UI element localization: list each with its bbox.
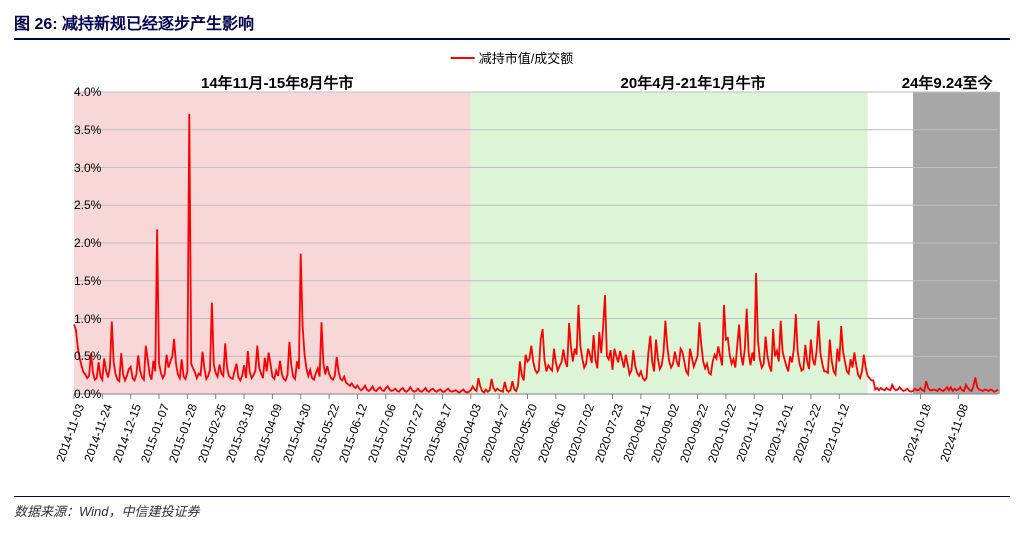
- x-tick-label: 2024-10-18: [900, 402, 934, 464]
- figure-number: 图 26:: [14, 16, 58, 33]
- region-label: 14年11月-15年8月牛市: [201, 72, 354, 93]
- source-line: 数据来源：Wind，中信建投证券: [14, 501, 1010, 520]
- x-tick-label: 2020-09-02: [648, 402, 682, 464]
- chart-container: 减持市值/成交额 0.0%0.5%1.0%1.5%2.0%2.5%3.0%3.5…: [14, 44, 1010, 484]
- y-tick-label: 4.0%: [74, 85, 78, 99]
- y-tick-label: 2.0%: [74, 236, 78, 250]
- y-tick-label: 0.5%: [74, 349, 78, 363]
- y-tick-label: 1.0%: [74, 312, 78, 326]
- y-tick-label: 2.5%: [74, 198, 78, 212]
- source-text: Wind，中信建投证券: [79, 504, 200, 519]
- region-label: 24年9.24至今: [902, 72, 993, 93]
- source-divider: [14, 496, 1010, 497]
- legend-swatch: [451, 57, 475, 59]
- figure-title: 图 26: 减持新规已经逐步产生影响: [14, 10, 1010, 38]
- title-divider: [14, 38, 1010, 40]
- x-tick-label: 2021-01-12: [818, 402, 852, 464]
- x-tick-label: 2020-07-02: [563, 402, 597, 464]
- x-tick-label: 2014-11-24: [82, 402, 116, 464]
- legend: 减持市值/成交额: [451, 48, 574, 67]
- x-tick-label: 2020-11-10: [734, 402, 768, 464]
- y-tick-label: 1.5%: [74, 274, 78, 288]
- source-label: 数据来源：: [14, 504, 79, 519]
- figure-title-text: 减持新规已经逐步产生影响: [62, 16, 254, 33]
- y-tick-label: 3.5%: [74, 123, 78, 137]
- chart-plot: [74, 92, 998, 400]
- y-tick-label: 3.0%: [74, 161, 78, 175]
- region-label: 20年4月-21年1月牛市: [621, 72, 766, 93]
- x-axis: 2014-11-032014-11-242014-12-152015-01-07…: [14, 394, 1010, 484]
- legend-label: 减持市值/成交额: [479, 48, 574, 67]
- x-tick-label: 2024-11-08: [938, 402, 972, 464]
